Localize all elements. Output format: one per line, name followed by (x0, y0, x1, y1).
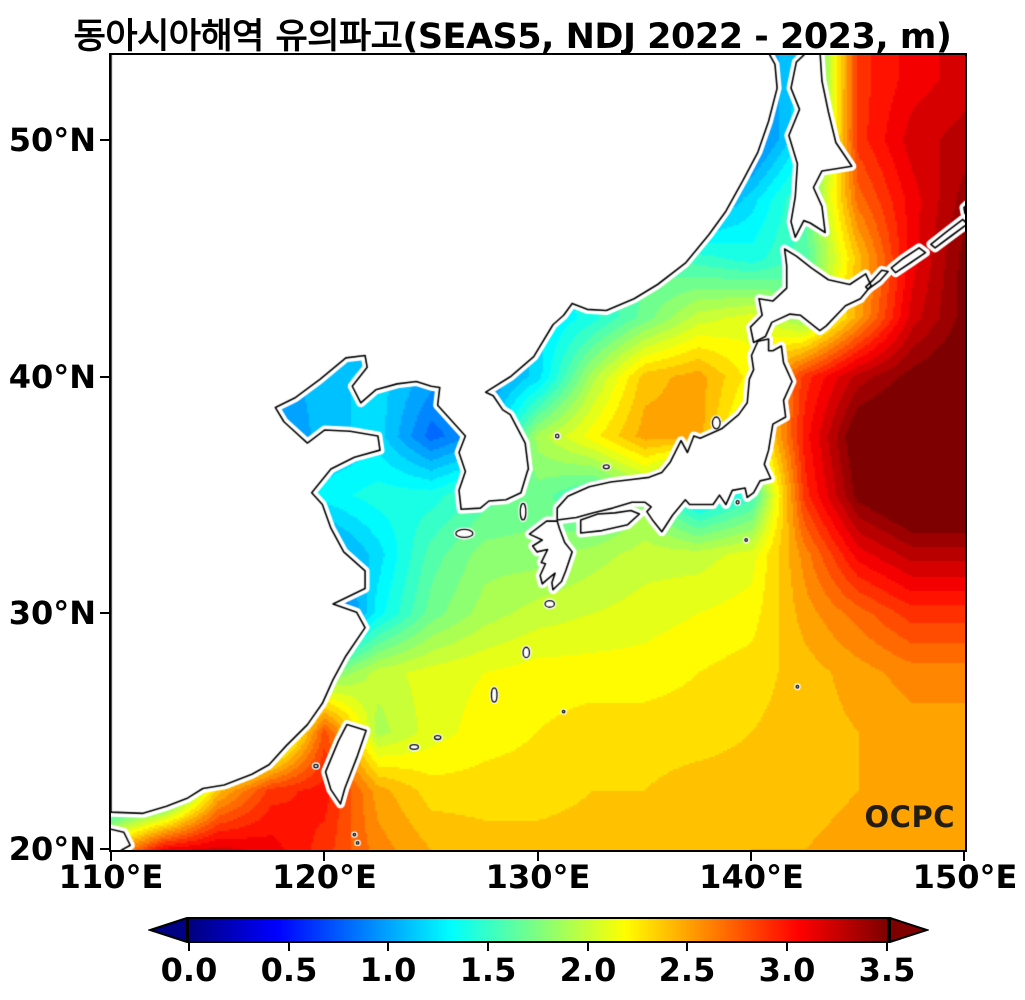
colorbar-label-1.0: 1.0 (359, 951, 417, 989)
colorbar-under-arrow-shape (148, 917, 188, 943)
y-tick-20n (100, 848, 110, 850)
x-axis-label-130e: 130°E (485, 858, 591, 896)
colorbar-tick (487, 943, 489, 951)
x-tick-140e (750, 852, 752, 861)
colorbar-over-arrow (889, 917, 929, 943)
x-axis-label-120e: 120°E (272, 858, 377, 896)
colorbar-label-0.5: 0.5 (260, 951, 318, 989)
x-tick-120e (323, 852, 325, 861)
page-title: 동아시아해역 유의파고(SEAS5, NDJ 2022 - 2023, m) (73, 17, 952, 57)
y-axis-label-40n: 40°N (8, 358, 96, 396)
ocpc-logo: OCPC (864, 800, 955, 834)
colorbar-tick (587, 943, 589, 951)
x-tick-150e (963, 852, 965, 861)
colorbar-tick (387, 943, 389, 951)
colorbar-tick (288, 943, 290, 951)
colorbar-label-2.0: 2.0 (559, 951, 617, 989)
colorbar-tick (786, 943, 788, 951)
colorbar-over-arrow-shape (889, 917, 929, 943)
colorbar-label-2.5: 2.5 (658, 951, 716, 989)
x-tick-110e (110, 852, 112, 861)
colorbar-label-3.0: 3.0 (758, 951, 816, 989)
colorbar-label-1.5: 1.5 (459, 951, 517, 989)
colorbar-tick (686, 943, 688, 951)
y-tick-40n (100, 376, 110, 378)
x-axis-label-150e: 150°E (912, 858, 1018, 896)
x-axis-label-140e: 140°E (699, 858, 804, 896)
y-axis-label-30n: 30°N (8, 594, 96, 632)
colorbar-label-3.5: 3.5 (858, 951, 916, 989)
wave-height-map-canvas (111, 55, 965, 850)
colorbar-under-arrow (148, 917, 188, 943)
colorbar-gradient-canvas (189, 919, 887, 941)
y-axis-label-20n: 20°N (8, 830, 96, 868)
map-plot: OCPC (109, 53, 967, 852)
x-tick-130e (537, 852, 539, 861)
y-tick-50n (100, 139, 110, 141)
x-axis-label-110e: 110°E (58, 858, 164, 896)
colorbar (187, 917, 889, 943)
y-axis-label-50n: 50°N (8, 121, 96, 159)
colorbar-label-0.0: 0.0 (160, 951, 218, 989)
colorbar-tick (886, 943, 888, 951)
colorbar-tick (188, 943, 190, 951)
y-tick-30n (100, 612, 110, 614)
